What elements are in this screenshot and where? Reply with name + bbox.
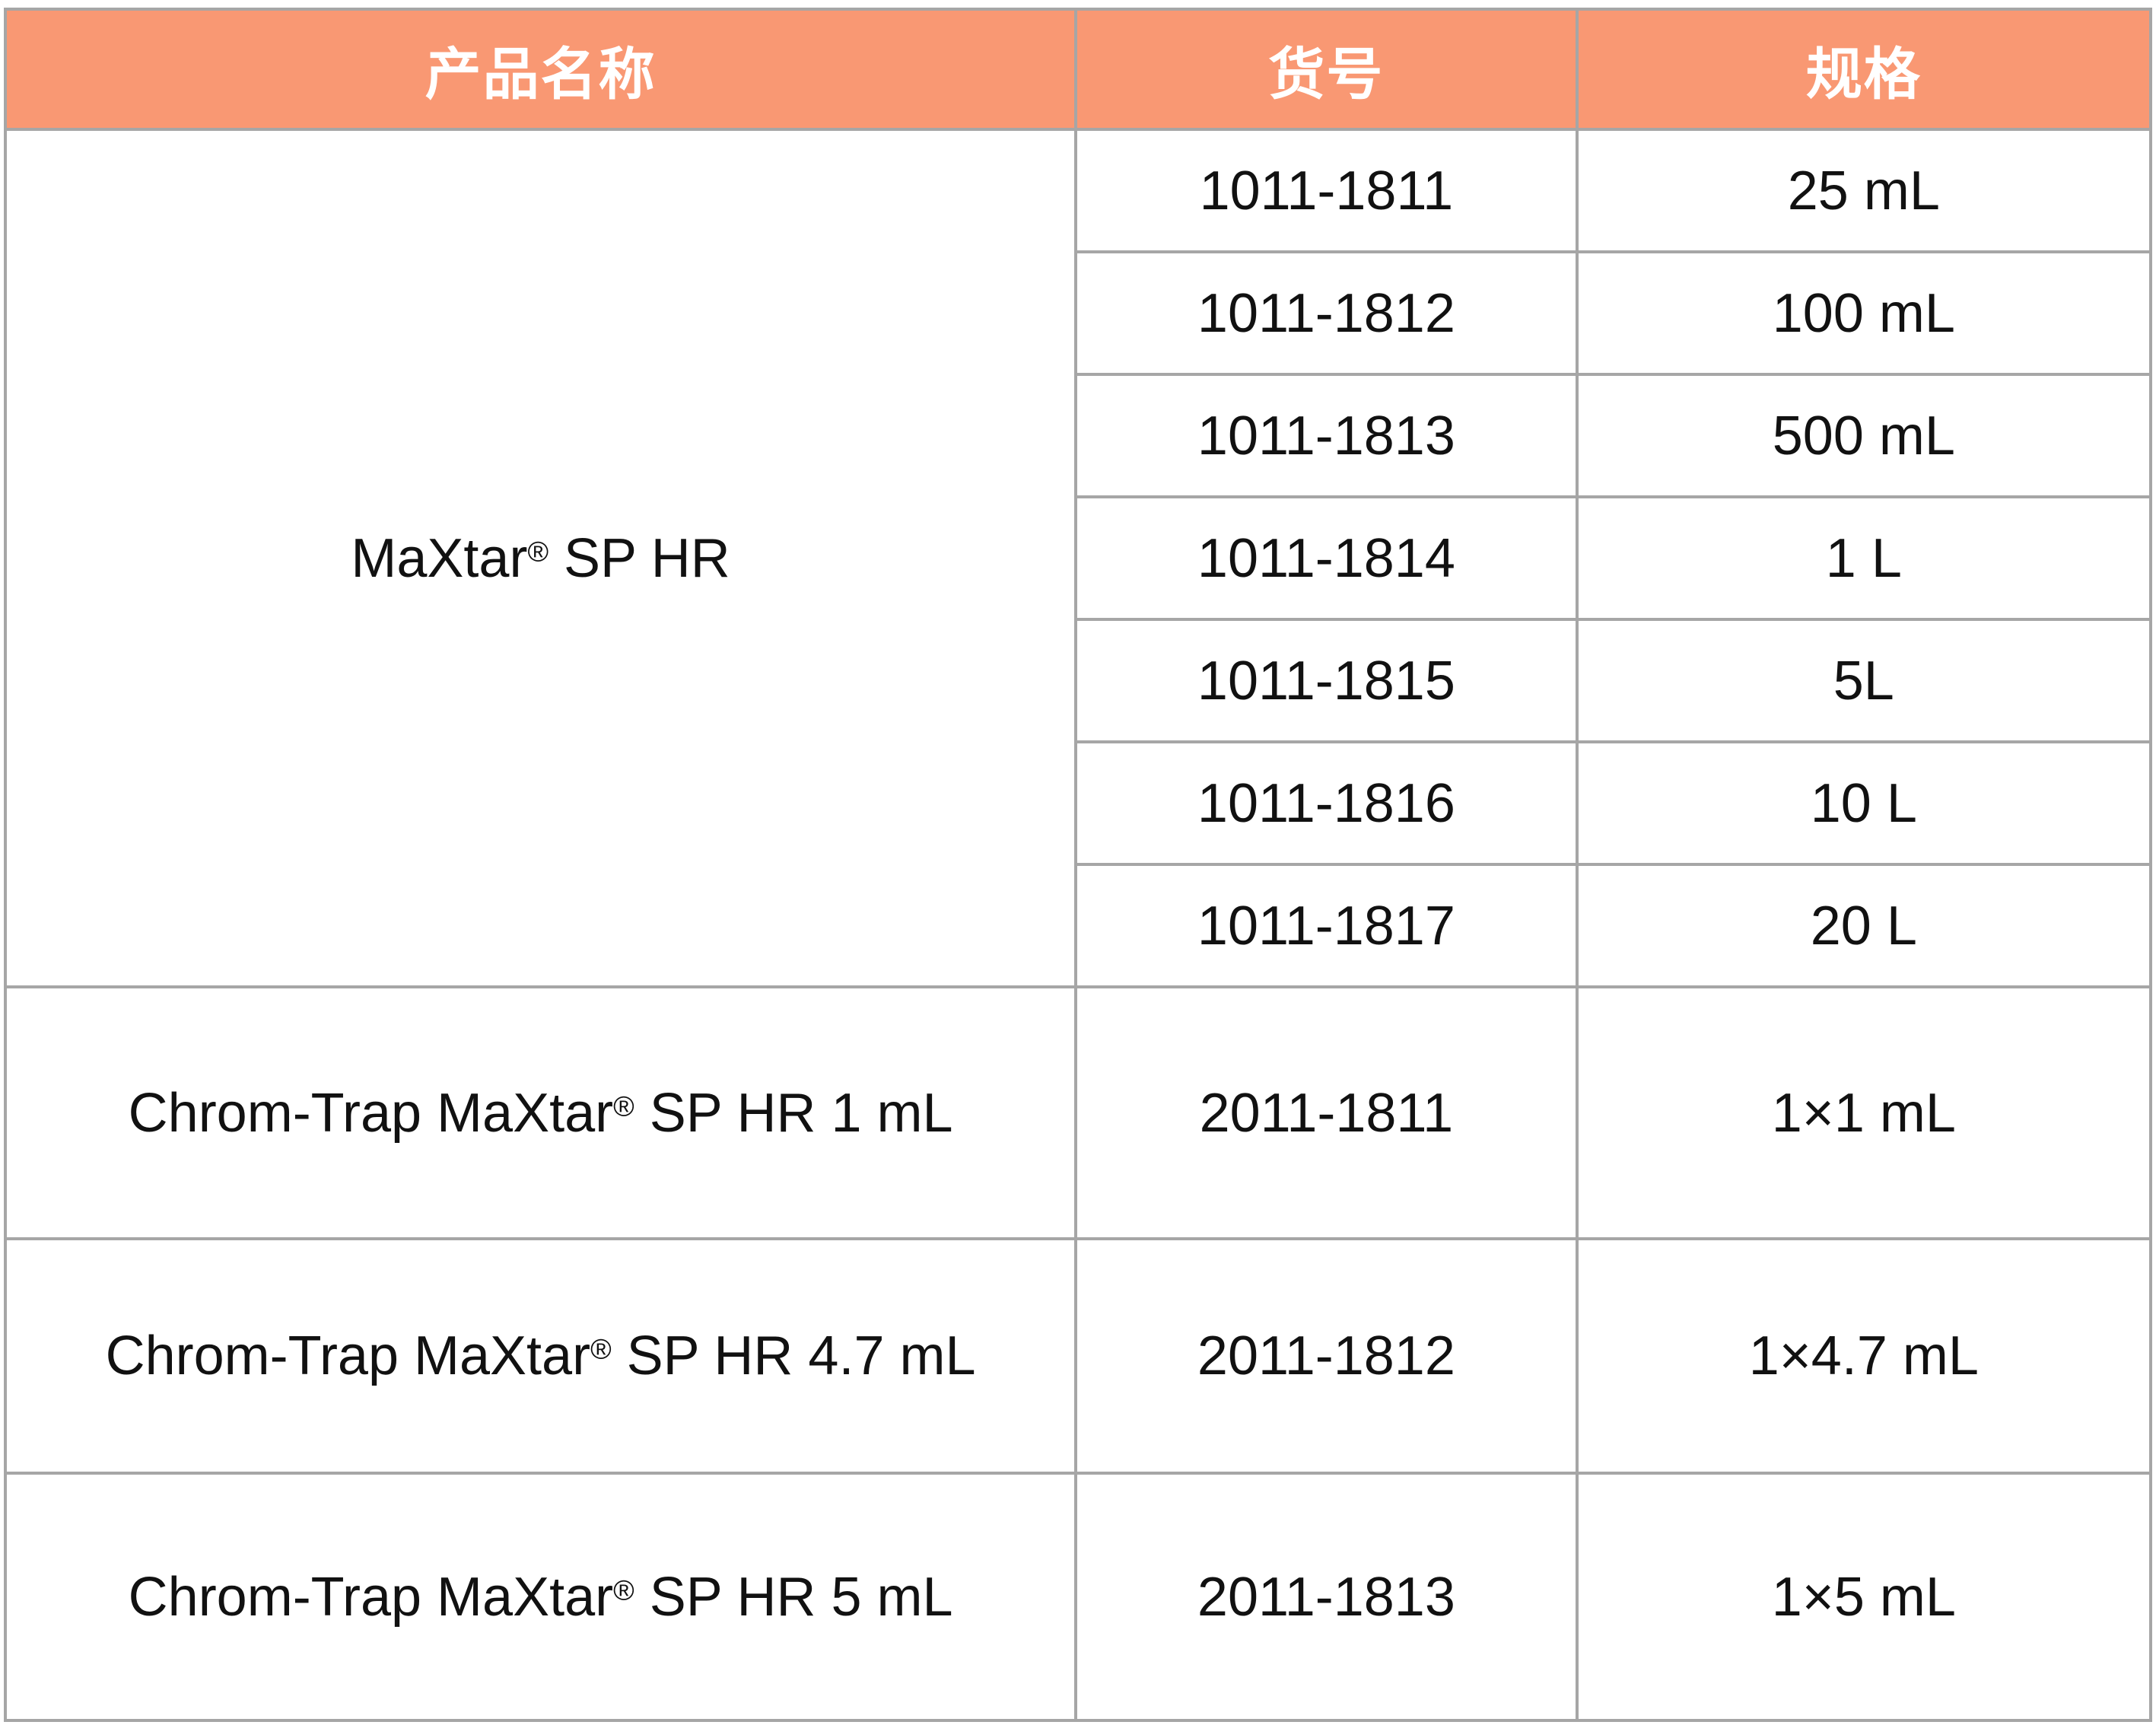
product-name-cell: Chrom-Trap MaXtar® SP HR 5 mL — [3, 1472, 1078, 1722]
product-name-cell: Chrom-Trap MaXtar® SP HR 1 mL — [3, 985, 1078, 1240]
product-name-text: MaXtar — [351, 527, 528, 589]
catalog-number-cell: 2011-1812 — [1074, 1237, 1579, 1475]
table-row: 1011-1816 10 L — [5, 740, 2153, 866]
catalog-number-cell: 1011-1816 — [1074, 740, 1579, 866]
product-name-cell: Chrom-Trap MaXtar® SP HR 4.7 mL — [3, 1237, 1078, 1475]
catalog-number-cell: 2011-1813 — [1074, 1472, 1579, 1722]
product-name-cell: MaXtar® SP HR — [3, 128, 1078, 988]
table-row: 1011-1813 500 mL — [5, 373, 2153, 498]
header-catalog-number: 货号 — [1074, 8, 1579, 131]
table-row: MaXtar® SP HR 1011-1811 25 mL — [3, 128, 2153, 988]
table-row: Chrom-Trap MaXtar® SP HR 4.7 mL 2011-181… — [3, 1237, 2153, 1475]
spec-cell: 10 L — [1575, 740, 2153, 866]
product-name-text: SP HR 1 mL — [634, 1082, 953, 1144]
product-spec-table: 产品名称 货号 规格 MaXtar® SP HR 1011-1811 25 mL… — [3, 8, 2153, 1722]
table-row: 1011-1815 5L — [5, 618, 2153, 743]
spec-cell: 100 mL — [1575, 250, 2153, 376]
registered-trademark-symbol: ® — [527, 534, 549, 567]
product-name-text: Chrom-Trap MaXtar — [128, 1082, 614, 1144]
table-row: 1011-1814 1 L — [5, 495, 2153, 621]
product-name-text: Chrom-Trap MaXtar — [105, 1326, 591, 1386]
catalog-number-cell: 1011-1815 — [1074, 618, 1579, 743]
table-row: Chrom-Trap MaXtar® SP HR 1 mL 2011-1811 … — [3, 985, 2153, 1240]
product-name-text: Chrom-Trap MaXtar — [128, 1566, 614, 1628]
spec-cell: 20 L — [1575, 863, 2153, 988]
catalog-number-cell: 1011-1813 — [1074, 373, 1579, 498]
catalog-number-cell: 2011-1811 — [1074, 985, 1579, 1240]
catalog-number-cell: 1011-1814 — [1074, 495, 1579, 621]
product-name-text: SP HR 4.7 mL — [611, 1326, 976, 1386]
table-header-row: 产品名称 货号 规格 — [3, 8, 2153, 131]
spec-cell: 1×4.7 mL — [1575, 1237, 2153, 1475]
catalog-number-cell: 1011-1811 — [1074, 128, 1579, 253]
spec-cell: 1×1 mL — [1575, 985, 2153, 1240]
table-row: 1011-1817 20 L — [5, 863, 2153, 988]
registered-trademark-symbol: ® — [613, 1573, 634, 1606]
spec-cell: 5L — [1575, 618, 2153, 743]
header-product-name: 产品名称 — [3, 8, 1078, 131]
spec-cell: 1×5 mL — [1575, 1472, 2153, 1722]
product-name-text: SP HR 5 mL — [634, 1566, 953, 1628]
spec-cell: 25 mL — [1575, 128, 2153, 253]
registered-trademark-symbol: ® — [590, 1332, 612, 1365]
catalog-number-cell: 1011-1812 — [1074, 250, 1579, 376]
product-name-text: SP HR — [549, 527, 730, 589]
header-spec: 规格 — [1575, 8, 2153, 131]
table-row: 1011-1812 100 mL — [5, 250, 2153, 376]
catalog-number-cell: 1011-1817 — [1074, 863, 1579, 988]
registered-trademark-symbol: ® — [613, 1089, 634, 1122]
spec-cell: 500 mL — [1575, 373, 2153, 498]
table-row: Chrom-Trap MaXtar® SP HR 5 mL 2011-1813 … — [3, 1472, 2153, 1722]
spec-cell: 1 L — [1575, 495, 2153, 621]
